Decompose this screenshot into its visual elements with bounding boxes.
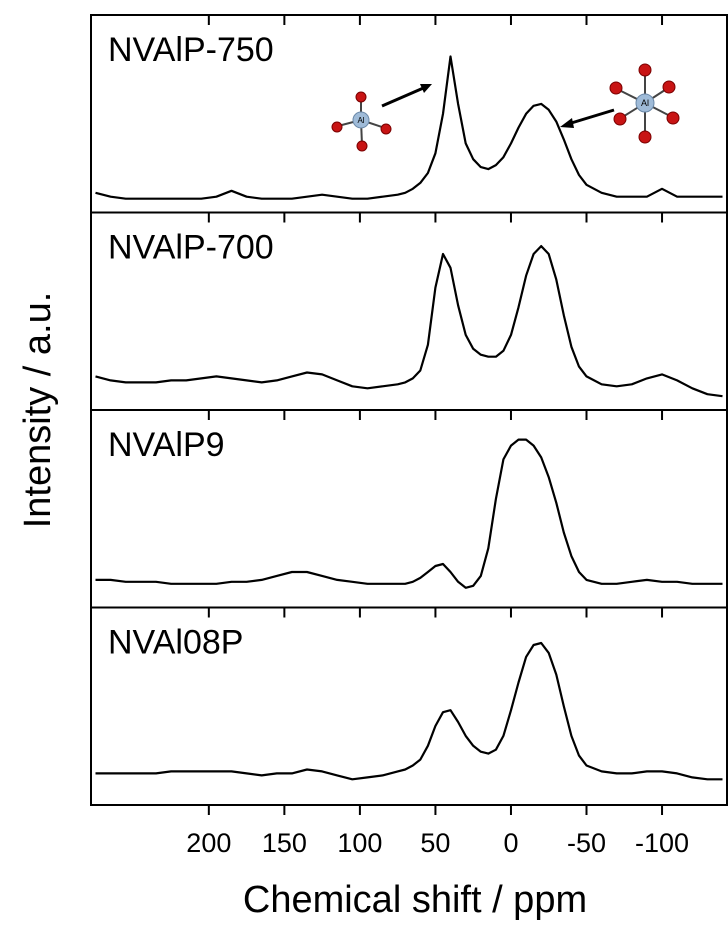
spectrum-line <box>95 438 723 589</box>
x-tick-label: 50 <box>420 828 450 858</box>
x-tick-label: -100 <box>635 828 689 858</box>
panel-frame <box>90 606 728 806</box>
spectrum-line <box>95 641 723 781</box>
arrow-head <box>420 84 432 93</box>
arrow-head <box>560 118 574 128</box>
x-tick-label: 150 <box>262 828 307 858</box>
spectrum-line <box>95 55 723 200</box>
tetrahedral-icon: Al <box>331 84 432 152</box>
y-axis-label: Intensity / a.u. <box>17 292 59 529</box>
panel-label: NVAlP9 <box>108 426 225 464</box>
atom-label: Al <box>357 116 364 125</box>
panel-label: NVAl08P <box>108 624 243 662</box>
x-axis-label: Chemical shift / ppm <box>243 879 587 921</box>
spectrum-line <box>95 245 723 398</box>
x-tick-label: 100 <box>337 828 382 858</box>
panel-label: NVAlP-700 <box>108 229 274 267</box>
octahedral-icon: Al <box>560 63 680 144</box>
panel-label: NVAlP-750 <box>108 31 274 69</box>
x-tick-label: 200 <box>186 828 231 858</box>
atom-label: Al <box>641 98 649 108</box>
x-tick-label: -50 <box>567 828 606 858</box>
x-tick-label: 0 <box>503 828 518 858</box>
